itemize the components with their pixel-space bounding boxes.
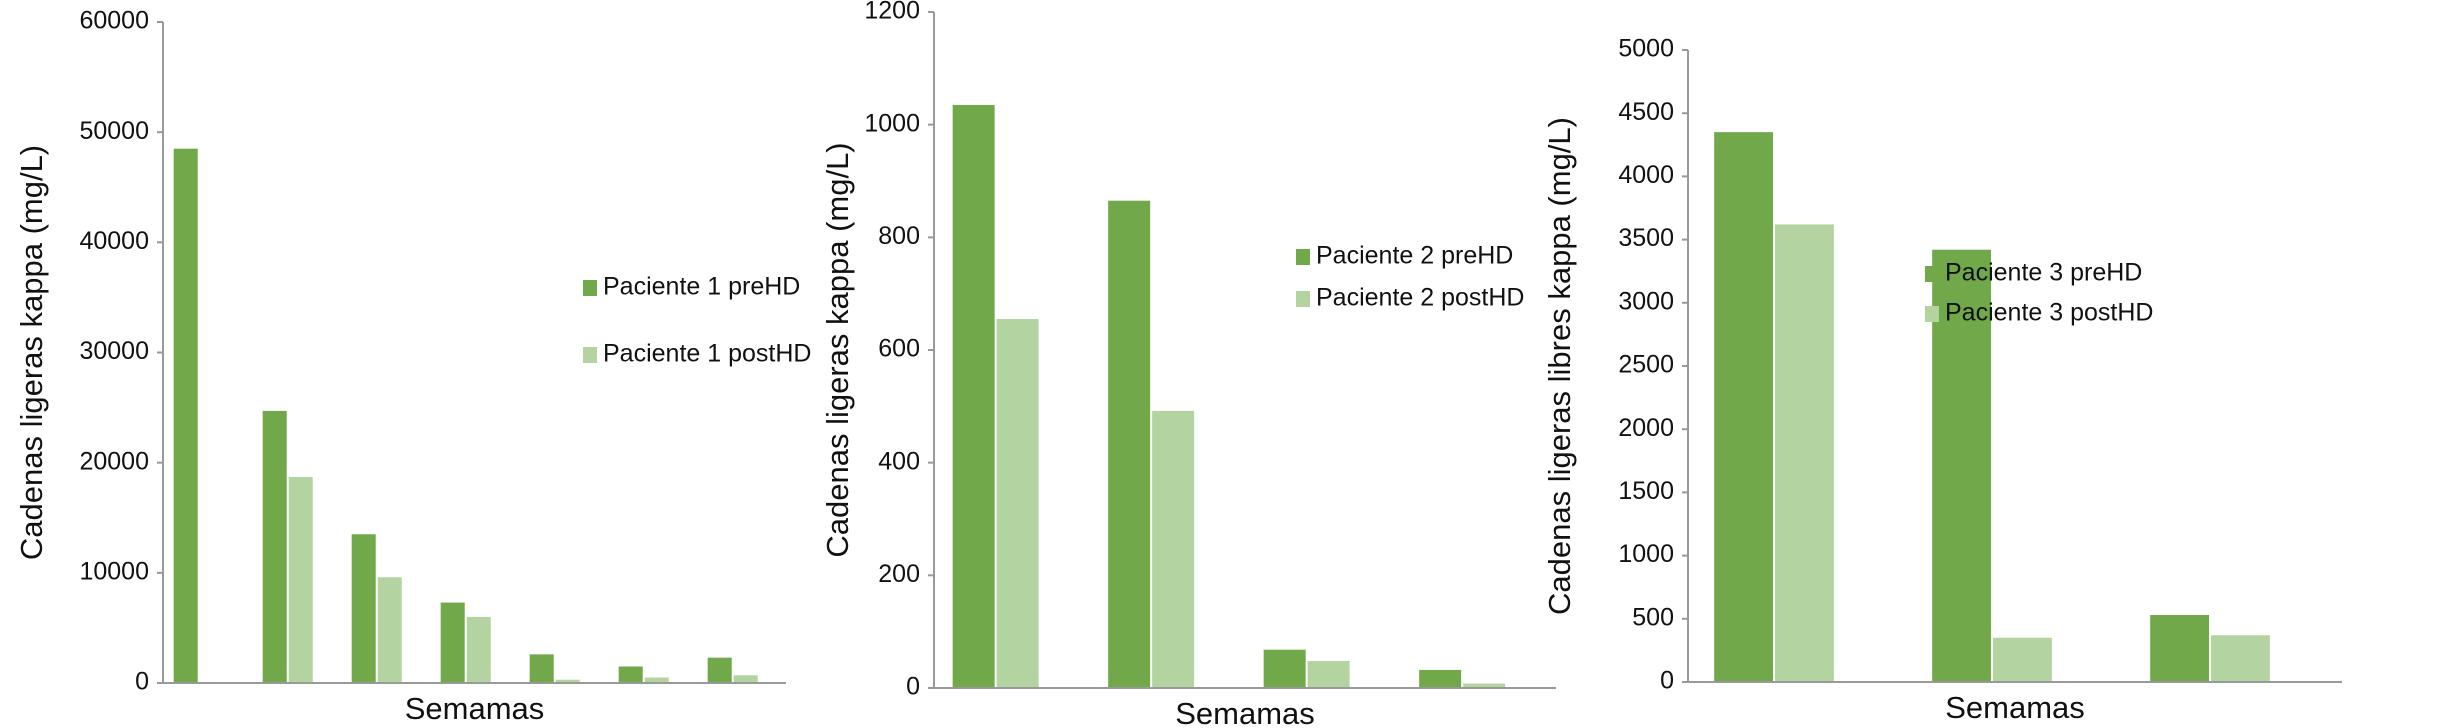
bar [440, 602, 465, 683]
legend-label: Paciente 1 postHD [603, 340, 811, 368]
y-tick-label: 1500 [1618, 477, 1674, 505]
legend-label: Paciente 2 postHD [1316, 284, 1524, 312]
y-tick-label: 30000 [79, 337, 149, 365]
y-tick-label: 3000 [1618, 287, 1674, 315]
bar [1775, 224, 1834, 682]
bar [618, 666, 643, 683]
bar [952, 104, 995, 688]
y-tick-label: 1000 [1618, 540, 1674, 568]
bar [555, 679, 580, 683]
y-tick-label: 0 [1660, 667, 1674, 695]
y-tick-label: 1000 [864, 109, 920, 137]
y-axis-title: Cadenas ligeras libres kappa (mg/L) [1542, 117, 1577, 615]
bar [1108, 200, 1151, 688]
bar [1993, 637, 2052, 682]
bar [466, 616, 491, 683]
bar [2211, 635, 2270, 682]
y-tick-label: 400 [878, 447, 920, 475]
legend-swatch [1925, 266, 1939, 282]
bar [733, 675, 758, 683]
y-tick-label: 4000 [1618, 161, 1674, 189]
legend-label: Paciente 1 preHD [603, 273, 800, 301]
bar [288, 476, 313, 683]
y-tick-label: 10000 [79, 557, 149, 585]
y-tick-label: 200 [878, 560, 920, 588]
y-tick-label: 60000 [79, 7, 149, 35]
bar [1152, 410, 1195, 688]
bar [1307, 660, 1350, 688]
bar [529, 654, 554, 683]
bar [1932, 249, 1992, 682]
y-tick-label: 4500 [1618, 98, 1674, 126]
bar [1463, 683, 1506, 688]
y-tick-label: 1200 [864, 0, 920, 25]
y-tick-label: 500 [1632, 603, 1674, 631]
bar [1714, 132, 1774, 682]
bar [173, 148, 198, 684]
y-tick-label: 800 [878, 222, 920, 250]
y-tick-label: 0 [135, 668, 149, 696]
bar [1419, 669, 1462, 688]
x-axis-title: Semamas [1945, 690, 2085, 725]
legend-label: Paciente 2 preHD [1316, 242, 1513, 270]
legend-label: Paciente 3 preHD [1945, 259, 2142, 287]
y-axis-title: Cadenas ligeras kappa (mg/L) [820, 142, 855, 557]
y-tick-label: 600 [878, 335, 920, 363]
y-tick-label: 2500 [1618, 351, 1674, 379]
x-axis-title: Semamas [1175, 696, 1315, 728]
x-axis-title: Semamas [405, 691, 545, 726]
y-tick-label: 0 [906, 673, 920, 701]
legend-swatch [583, 347, 597, 363]
bar [1263, 649, 1306, 688]
y-tick-label: 2000 [1618, 414, 1674, 442]
y-tick-label: 40000 [79, 227, 149, 255]
bar [351, 534, 376, 683]
bar [707, 657, 732, 683]
y-axis-title: Cadenas ligeras kappa (mg/L) [14, 145, 49, 560]
legend-swatch [1296, 291, 1310, 307]
y-tick-label: 50000 [79, 117, 149, 145]
bar [2150, 615, 2210, 682]
bar [377, 577, 402, 683]
legend-swatch [583, 280, 597, 296]
legend-swatch [1925, 306, 1939, 322]
bar [644, 677, 669, 683]
y-tick-label: 5000 [1618, 35, 1674, 63]
legend-label: Paciente 3 postHD [1945, 299, 2153, 327]
y-tick-label: 3500 [1618, 224, 1674, 252]
legend-swatch [1296, 249, 1310, 265]
y-tick-label: 20000 [79, 447, 149, 475]
bar [996, 319, 1039, 688]
bar [262, 410, 287, 683]
